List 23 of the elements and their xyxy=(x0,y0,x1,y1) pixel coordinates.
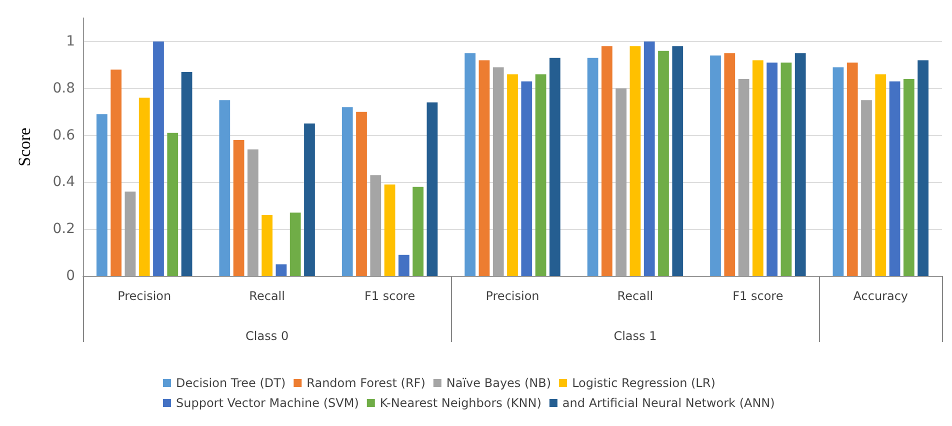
y-tick-label: 0 xyxy=(66,268,75,284)
y-axis-title: Score xyxy=(15,128,34,166)
y-tick-label: 0.4 xyxy=(52,174,76,190)
x-tick-label: Accuracy xyxy=(853,289,908,303)
x-tick-label: Precision xyxy=(118,289,172,303)
x-tick-label: Recall xyxy=(249,289,285,303)
y-tick-label: 0.6 xyxy=(52,127,76,144)
x-tick-label: F1 score xyxy=(364,289,416,303)
legend-label: Decision Tree (DT) xyxy=(176,376,286,390)
legend-label: Naïve Bayes (NB) xyxy=(446,376,552,390)
y-tick-label: 0.8 xyxy=(52,80,75,96)
legend-label: Random Forest (RF) xyxy=(306,376,426,390)
legend-label: Logistic Regression (LR) xyxy=(572,376,716,390)
legend-label: and Artificial Neural Network (ANN) xyxy=(562,396,775,410)
text: Class 0 xyxy=(246,329,289,343)
x-tick-label: F1 score xyxy=(732,289,784,303)
x-tick-label: Precision xyxy=(486,289,540,303)
y-tick-label: 1 xyxy=(66,33,75,50)
text: Class 1 xyxy=(614,329,657,343)
y-tick-label: 0.2 xyxy=(52,221,75,238)
legend-label: K-Nearest Neighbors (KNN) xyxy=(380,396,542,410)
legend-label: Support Vector Machine (SVM) xyxy=(176,396,359,410)
x-tick-label: Recall xyxy=(617,289,654,303)
